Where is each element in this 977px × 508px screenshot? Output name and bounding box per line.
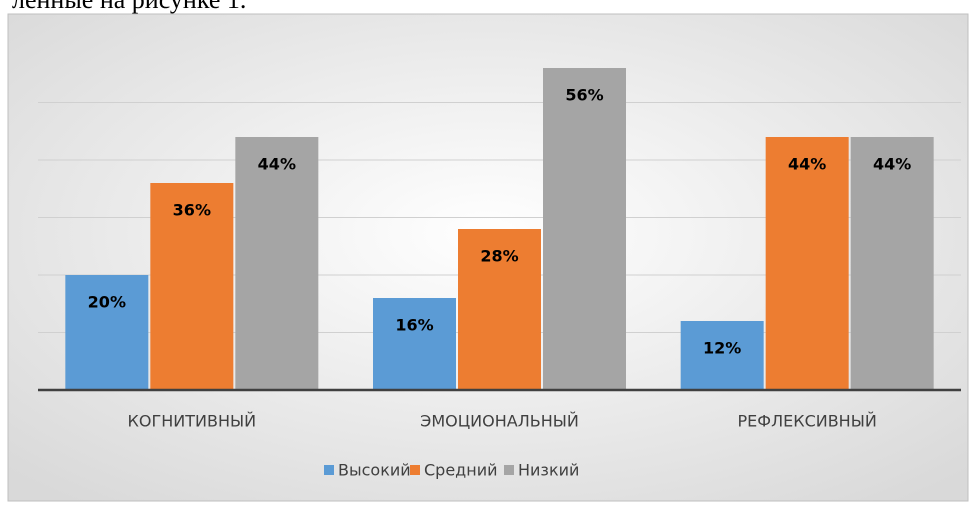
bar <box>458 229 541 390</box>
data-label: 44% <box>258 155 296 174</box>
data-label: 36% <box>173 201 211 220</box>
x-tick-label: КОГНИТИВНЫЙ <box>128 412 257 431</box>
bar <box>543 68 626 390</box>
data-label: 44% <box>873 155 911 174</box>
bar <box>150 183 234 390</box>
data-label: 56% <box>565 86 603 105</box>
data-label: 44% <box>788 155 826 174</box>
legend-swatch <box>324 465 334 475</box>
legend-label: Высокий <box>338 461 411 480</box>
page-text: ленные на рисунке 1. <box>12 0 246 14</box>
bar <box>680 321 764 390</box>
bar <box>765 137 849 390</box>
bar <box>373 298 456 390</box>
x-tick-label: ЭМОЦИОНАЛЬНЫЙ <box>420 412 579 431</box>
legend-label: Низкий <box>518 461 579 480</box>
data-label: 20% <box>88 293 126 312</box>
data-label: 16% <box>395 316 433 335</box>
x-tick-label: РЕФЛЕКСИВНЫЙ <box>738 412 877 431</box>
bar <box>65 275 149 390</box>
data-label: 28% <box>480 247 518 266</box>
legend-swatch <box>410 465 420 475</box>
bar <box>850 137 934 390</box>
data-label: 12% <box>703 339 741 358</box>
legend-swatch <box>504 465 514 475</box>
legend-label: Средний <box>424 461 498 480</box>
bar <box>235 137 319 390</box>
